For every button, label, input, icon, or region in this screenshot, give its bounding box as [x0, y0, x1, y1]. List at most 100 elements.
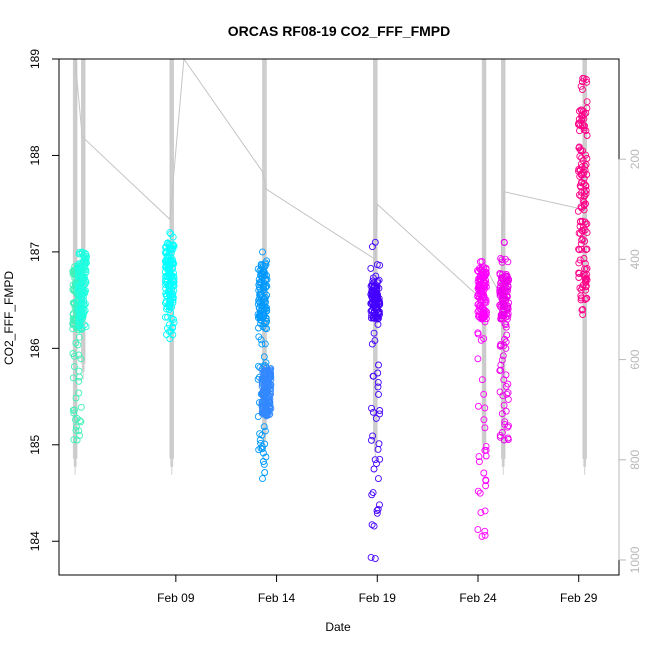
data-point-RF10b	[265, 404, 273, 412]
data-point-RF12	[474, 526, 482, 534]
data-point-RF10b	[266, 399, 274, 407]
data-point-RF14	[580, 201, 588, 209]
data-point-RF14	[579, 311, 587, 319]
data-point-RF10b	[259, 392, 267, 399]
data-point-RF13	[504, 389, 512, 397]
y-tick-label: 189	[28, 49, 42, 69]
data-point-RF09	[170, 260, 178, 268]
data-point-RF10	[260, 353, 268, 361]
data-point-RF08	[69, 406, 77, 414]
data-point-RF09	[166, 335, 174, 343]
data-point-RF11	[370, 329, 378, 337]
data-point-RF13	[498, 295, 506, 303]
data-point-RF09	[166, 229, 174, 237]
data-point-RF14	[580, 110, 588, 118]
data-point-RF11	[374, 277, 382, 285]
data-point-RF13	[504, 423, 512, 431]
data-point-RF10b	[267, 368, 274, 376]
data-point-RF11	[370, 522, 378, 530]
data-point-RF09	[163, 305, 170, 313]
data-point-RF12	[481, 424, 489, 432]
data-point-RF09	[163, 278, 171, 286]
data-point-RF13	[504, 436, 512, 443]
data-point-RF14	[581, 237, 589, 245]
data-point-RF10	[255, 286, 263, 294]
data-point-RF13	[500, 238, 508, 246]
data-point-RF11	[376, 455, 384, 463]
data-point-RF08	[73, 436, 81, 444]
data-point-RF13	[504, 380, 512, 388]
data-point-RF08	[72, 426, 80, 434]
data-point-RF11	[374, 383, 382, 391]
data-point-RF10b	[266, 372, 274, 380]
data-point-RF10b	[262, 379, 270, 387]
data-point-RF13	[500, 275, 507, 283]
data-point-RF11	[375, 390, 382, 398]
altitude-trace	[74, 57, 587, 301]
secondary-tick-label: 600	[628, 349, 642, 369]
data-point-RF13	[502, 338, 510, 346]
data-point-RF12	[476, 302, 483, 310]
x-tick-label: Feb 09	[157, 591, 195, 605]
data-point-RF08b	[77, 308, 85, 315]
data-point-RF08	[70, 436, 78, 444]
data-point-RF09	[163, 240, 171, 248]
data-point-RF10	[262, 275, 270, 283]
secondary-tick-label: 800	[628, 449, 642, 469]
data-point-RF12	[478, 532, 486, 540]
data-point-RF08	[77, 418, 85, 426]
data-point-RF11	[371, 301, 379, 309]
data-point-RF09	[170, 315, 177, 323]
data-point-RF13	[499, 352, 507, 360]
data-point-RF08b	[78, 248, 86, 256]
y-axis: 184 185 186 187 188 189	[28, 49, 59, 551]
data-point-RF12	[480, 390, 488, 398]
data-point-RF12	[478, 264, 486, 272]
data-point-RF10	[259, 267, 267, 275]
data-point-RF08b	[80, 254, 88, 262]
data-point-RF12	[481, 507, 489, 515]
x-axis: Feb 09 Feb 14 Feb 19 Feb 24 Feb 29	[157, 575, 598, 605]
data-point-RF13	[502, 382, 510, 390]
data-point-RF11	[371, 283, 379, 291]
data-point-RF14	[577, 192, 585, 200]
data-point-RF12	[480, 469, 488, 477]
data-point-RF09	[170, 272, 178, 280]
data-point-RF09	[167, 246, 175, 253]
data-point-RF08b	[80, 251, 88, 259]
data-point-RF11	[373, 509, 381, 517]
data-point-RF08	[77, 355, 85, 363]
data-point-RF12	[482, 270, 490, 278]
data-point-RF09	[167, 230, 175, 238]
data-point-RF13	[496, 388, 504, 396]
data-point-RF11	[374, 445, 382, 453]
chart-title: ORCAS RF08-19 CO2_FFF_FMPD	[228, 23, 450, 39]
data-point-RF14	[577, 106, 585, 114]
data-point-RF11	[370, 465, 378, 473]
data-point-RF09	[169, 278, 177, 286]
data-point-RF10	[260, 306, 268, 313]
data-point-RF14	[577, 183, 585, 191]
data-point-RF13	[501, 320, 509, 328]
data-point-RF12	[479, 312, 487, 320]
data-point-RF14	[578, 169, 586, 177]
data-point-RF10	[261, 427, 269, 435]
data-point-RF10	[256, 313, 264, 321]
y-tick-label: 188	[28, 145, 42, 165]
data-point-RF08b	[79, 277, 87, 285]
data-point-RF13	[502, 371, 510, 379]
data-point-RF13	[497, 254, 505, 262]
data-point-RF08	[75, 333, 83, 341]
data-point-RF14	[578, 86, 586, 94]
data-point-RF10	[259, 475, 266, 483]
data-point-RF12	[480, 335, 488, 343]
data-point-RF10	[257, 280, 265, 288]
data-point-RF11	[369, 432, 377, 440]
data-point-RF11	[367, 314, 375, 322]
data-point-RF12	[475, 282, 483, 290]
data-point-RF14	[583, 245, 591, 253]
data-point-RF14	[579, 223, 587, 231]
data-point-RF09	[165, 306, 173, 313]
data-point-RF10	[255, 446, 263, 454]
data-point-RF10	[258, 340, 266, 348]
